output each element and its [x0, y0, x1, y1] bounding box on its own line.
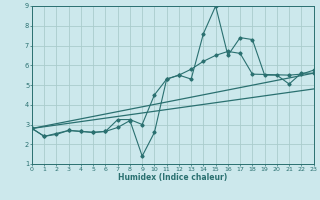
X-axis label: Humidex (Indice chaleur): Humidex (Indice chaleur) — [118, 173, 228, 182]
